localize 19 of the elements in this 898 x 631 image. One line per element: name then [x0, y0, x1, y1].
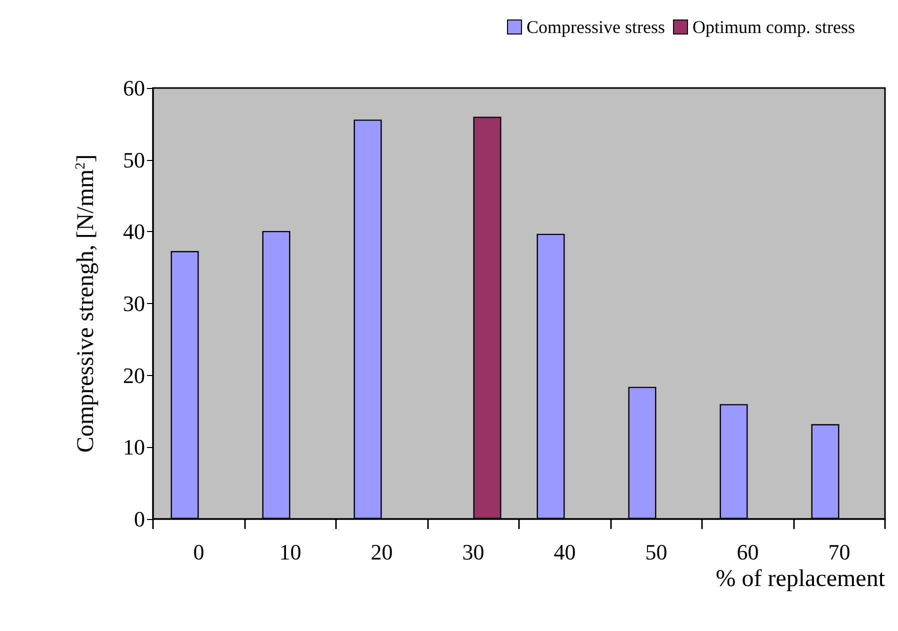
y-tick-label: 40	[123, 219, 145, 244]
x-tick-label: 10	[279, 540, 302, 564]
x-tick-label: 70	[828, 540, 850, 564]
y-tick-label: 50	[123, 147, 145, 172]
y-tick-label: 20	[123, 362, 145, 388]
legend-label: Compressive stress	[526, 17, 666, 37]
y-tick-label: 60	[123, 76, 145, 100]
y-tick-label: 0	[134, 506, 145, 532]
x-axis-title: % of replacement	[716, 566, 886, 592]
x-tick-label: 60	[736, 540, 759, 564]
x-tick-label: 0	[193, 540, 204, 564]
x-tick-label: 30	[462, 540, 484, 564]
x-tick-label: 50	[645, 540, 668, 564]
y-axis-title: Compressive strengh, [N/mm2]	[73, 154, 99, 453]
legend-label: Optimum comp. stress	[692, 17, 856, 37]
x-tick-label: 20	[370, 540, 393, 564]
x-tick-label: 40	[554, 540, 576, 564]
y-tick-label: 30	[123, 291, 145, 316]
y-tick-label: 10	[123, 434, 145, 460]
